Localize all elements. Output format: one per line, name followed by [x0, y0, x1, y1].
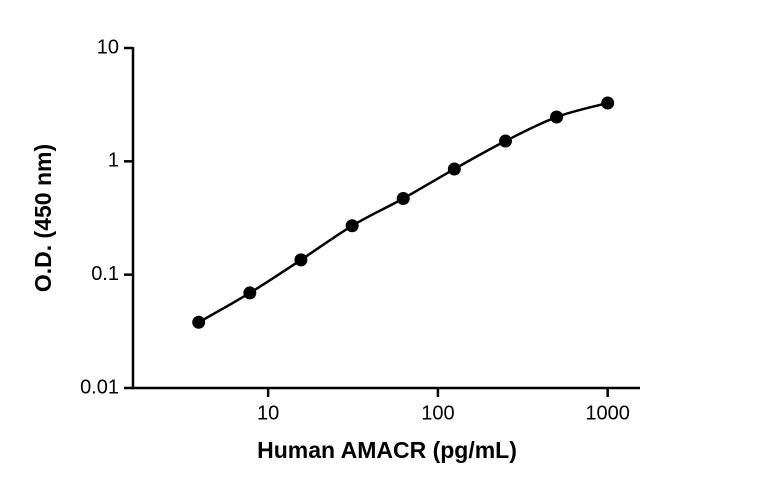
data-point	[294, 253, 308, 267]
data-point	[243, 286, 257, 300]
x-tick-label: 1000	[585, 402, 630, 424]
y-axis-label: O.D. (450 nm)	[30, 144, 56, 292]
x-axis-label: Human AMACR (pg/mL)	[257, 437, 517, 463]
data-point	[192, 315, 206, 329]
data-point	[396, 191, 410, 205]
data-point	[345, 219, 359, 233]
x-tick-label: 10	[257, 402, 279, 424]
data-point	[550, 110, 564, 124]
y-tick-label: 0.1	[91, 263, 119, 285]
data-point	[601, 96, 615, 110]
y-tick-label: 0.01	[80, 376, 119, 398]
data-point	[447, 162, 461, 176]
fit-curve	[198, 101, 609, 324]
y-tick-label: 10	[97, 36, 119, 58]
data-point	[498, 134, 512, 148]
x-tick-label: 100	[421, 402, 454, 424]
y-tick-label: 1	[108, 150, 119, 172]
